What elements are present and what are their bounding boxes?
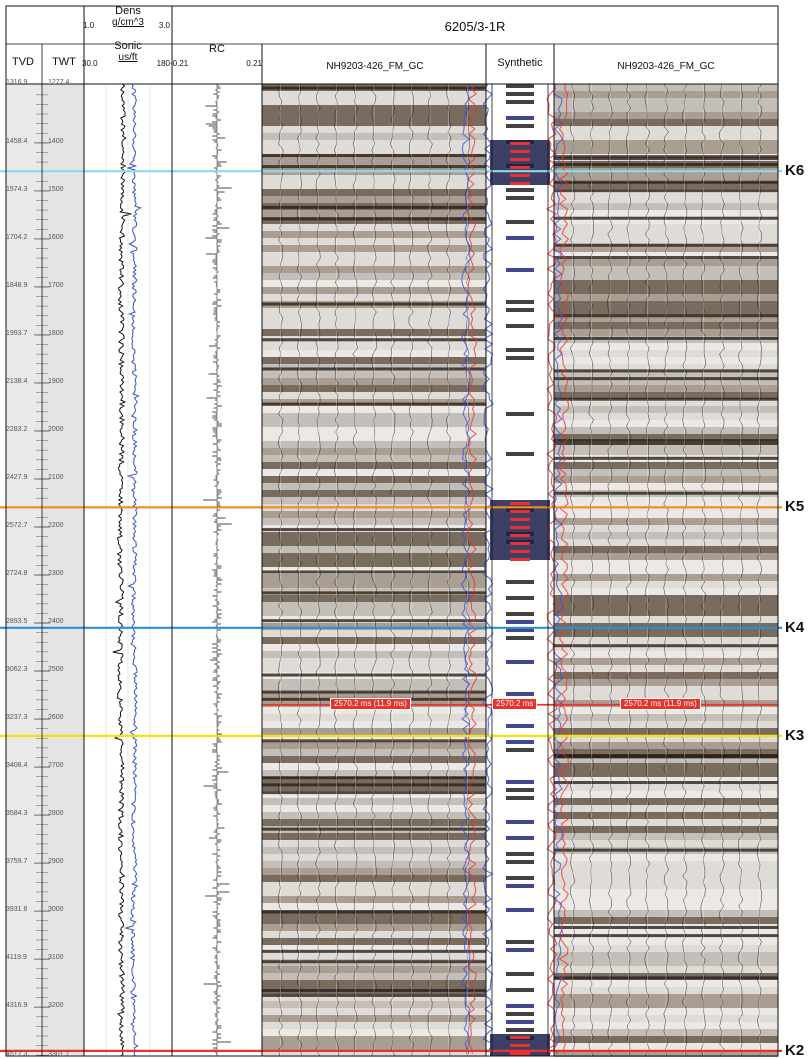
tvd-tick-label: 3237.3 <box>6 714 28 722</box>
tvd-tick-label: 4119.9 <box>6 954 27 962</box>
tvd-tick-label: 1848.9 <box>6 281 28 289</box>
tvd-tick-label: 4517.3 <box>6 1051 28 1058</box>
tvd-tick-label: 2572.7 <box>6 522 28 529</box>
seismic-right-track-label: NH9203-426_FM_GC <box>617 61 715 72</box>
tvd-tick-label: 2283.2 <box>6 425 28 433</box>
tvd-tick-label: 3062.3 <box>6 666 28 674</box>
tvd-tick-label: 4316.9 <box>6 1002 28 1010</box>
well-title: 6205/3-1R <box>444 19 506 34</box>
density-track-name: Dens <box>115 5 141 17</box>
twt-tick-label: 1800 <box>48 329 64 337</box>
tvd-column-header: TVD <box>12 56 34 68</box>
sonic-curve <box>123 83 142 1057</box>
tvd-column-bg <box>6 84 42 1056</box>
tvd-tick-label: 1458.4 <box>6 137 28 145</box>
tvd-tick-label: 2138.4 <box>6 377 28 385</box>
pick-label-synthetic: 2570.2 ms <box>492 697 538 710</box>
twt-tick-label: 2200 <box>48 522 64 529</box>
twt-tick-label: 3200 <box>48 1002 64 1010</box>
horizon-label-k5: K5 <box>785 498 805 516</box>
twt-tick-label: 3100 <box>48 954 64 962</box>
twt-column-header: TWT <box>52 56 76 68</box>
twt-tick-label: 2300 <box>48 570 64 578</box>
density-max: 3.0 <box>158 21 170 30</box>
sonic-track-name: Sonic <box>114 40 142 52</box>
tvd-tick-label: 1704.2 <box>6 233 28 241</box>
tvd-tick-label: 3759.7 <box>6 858 28 866</box>
twt-tick-label: 2800 <box>48 810 64 818</box>
twt-tick-label: 1700 <box>48 281 64 289</box>
twt-tick-label: 2000 <box>48 425 64 433</box>
rc-min: -0.21 <box>170 59 189 68</box>
tvd-tick-label: 3408.4 <box>6 762 28 770</box>
sonic-track-unit: us/ft <box>118 52 138 63</box>
tvd-tick-label: 1993.7 <box>6 329 28 337</box>
twt-tick-label: 2500 <box>48 666 64 674</box>
twt-tick-label: 2600 <box>48 714 64 722</box>
tvd-tick-label: 3931.6 <box>6 906 28 914</box>
rc-track-name: RC <box>209 43 225 55</box>
twt-tick-label: 3000 <box>48 906 64 914</box>
synthetic-track-label: Synthetic <box>497 57 543 69</box>
density-min: 1.0 <box>83 21 95 30</box>
sonic-max: 180 <box>156 59 170 68</box>
twt-tick-label: 2400 <box>48 618 64 626</box>
pick-label-right: 2570.2 ms (11.9 ms) <box>620 697 701 710</box>
density-curve <box>112 83 132 1057</box>
rc-max: 0.21 <box>246 59 262 68</box>
twt-tick-label: 1900 <box>48 377 64 385</box>
left-seismic-section <box>262 83 486 1057</box>
twt-tick-label: 1277.4 <box>48 79 70 86</box>
tvd-tick-label: 2724.8 <box>6 570 28 578</box>
density-track-unit: g/cm^3 <box>112 17 144 28</box>
tvd-tick-label: 2893.5 <box>6 618 28 626</box>
horizon-label-k4: K4 <box>785 618 805 636</box>
tvd-tick-label: 1316.9 <box>6 79 28 86</box>
twt-tick-label: 2100 <box>48 473 64 481</box>
pick-label-left: 2570.2 ms (11.9 ms) <box>330 697 411 710</box>
twt-tick-label: 2700 <box>48 762 64 770</box>
horizon-label-k6: K6 <box>785 162 805 180</box>
horizon-label-k2: K2 <box>785 1041 805 1059</box>
twt-tick-label: 1600 <box>48 233 64 241</box>
tvd-tick-label: 3584.3 <box>6 810 28 818</box>
twt-tick-label: 1500 <box>48 185 64 193</box>
twt-tick-label: 3301.7 <box>48 1051 70 1058</box>
twt-tick-label: 2900 <box>48 858 64 866</box>
tvd-tick-label: 1574.3 <box>6 185 28 193</box>
seismic-left-track-label: NH9203-426_FM_GC <box>326 61 424 72</box>
sonic-min: 30.0 <box>82 59 98 68</box>
twt-tick-label: 1400 <box>48 137 64 145</box>
horizon-label-k3: K3 <box>785 726 805 744</box>
twt-column-bg <box>42 84 84 1056</box>
synthetic-trace-panel <box>482 83 558 1056</box>
tvd-tick-label: 2427.9 <box>6 473 28 481</box>
right-seismic-section <box>554 83 778 1057</box>
